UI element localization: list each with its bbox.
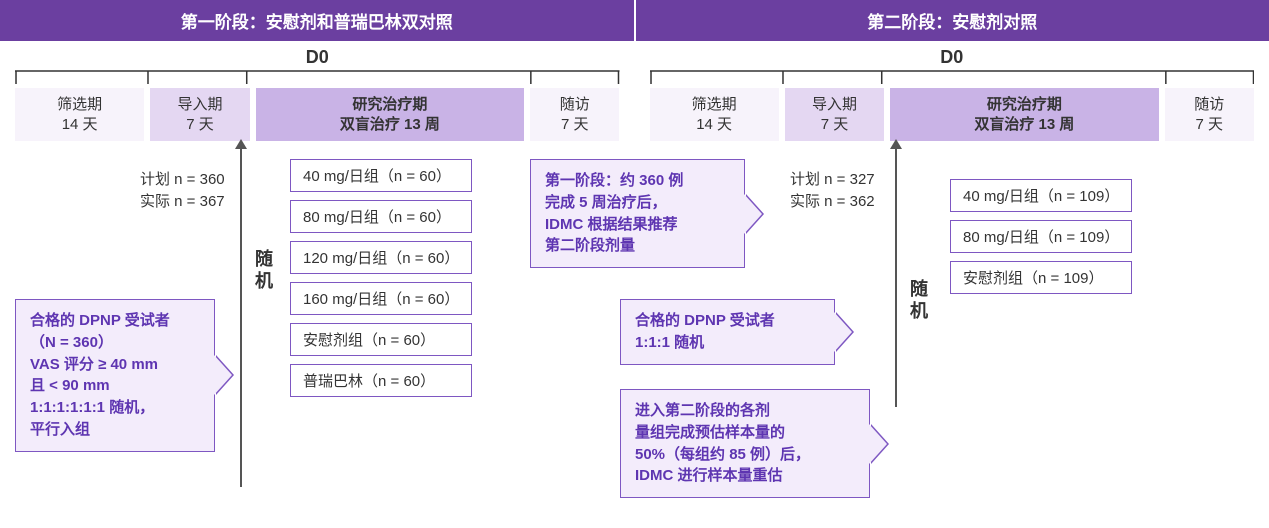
phase-headers: 第一阶段：安慰剂和普瑞巴林双对照 第二阶段：安慰剂对照 <box>0 0 1269 41</box>
phase1-period-3: 随访7 天 <box>530 88 619 141</box>
phase2-d0: D0 <box>650 47 1255 68</box>
phase2-reestimate-callout: 进入第二阶段的各剂量组完成预估样本量的50%（每组约 85 例）后，IDMC 进… <box>620 389 870 498</box>
phase2-ticks <box>650 70 1255 84</box>
phase1-timeline: D0 筛选期14 天导入期7 天研究治疗期双盲治疗 13 周随访7 天 <box>0 43 635 141</box>
phase1-dose-2: 120 mg/日组（n = 60） <box>290 241 472 274</box>
phase1-randomize-label: 随机 <box>250 249 276 293</box>
phase1-periods: 筛选期14 天导入期7 天研究治疗期双盲治疗 13 周随访7 天 <box>15 88 620 141</box>
phase2-dose-0: 40 mg/日组（n = 109） <box>950 179 1132 212</box>
phase1-n-plan: 计划 n = 360 <box>140 169 225 190</box>
phase1-period-2: 研究治疗期双盲治疗 13 周 <box>256 88 524 141</box>
phase2-n-actual: 实际 n = 362 <box>790 191 875 212</box>
phase2-dose-2: 安慰剂组（n = 109） <box>950 261 1132 294</box>
phase2-period-3: 随访7 天 <box>1165 88 1254 141</box>
phase2-n-plan: 计划 n = 327 <box>790 169 875 190</box>
phase2-inclusion-callout: 合格的 DPNP 受试者1:1:1 随机 <box>620 299 835 365</box>
phase1-d0: D0 <box>15 47 620 68</box>
phase1-dose-5: 普瑞巴林（n = 60） <box>290 364 472 397</box>
phase1-dose-3: 160 mg/日组（n = 60） <box>290 282 472 315</box>
phase1-inclusion-callout: 合格的 DPNP 受试者（N = 360）VAS 评分 ≥ 40 mm且 < 9… <box>15 299 215 452</box>
phase2-dose-list: 40 mg/日组（n = 109） 80 mg/日组（n = 109） 安慰剂组（n… <box>950 179 1132 294</box>
phase1-arrow-up <box>240 147 242 487</box>
phase2-idmc-callout: 第一阶段：约 360 例完成 5 周治疗后，IDMC 根据结果推荐第二阶段剂量 <box>530 159 745 268</box>
phase1-header: 第一阶段：安慰剂和普瑞巴林双对照 <box>0 0 636 41</box>
phase2-dose-1: 80 mg/日组（n = 109） <box>950 220 1132 253</box>
phase2-periods: 筛选期14 天导入期7 天研究治疗期双盲治疗 13 周随访7 天 <box>650 88 1255 141</box>
phase2-period-0: 筛选期14 天 <box>650 88 779 141</box>
phase1-period-1: 导入期7 天 <box>150 88 249 141</box>
phase1-dose-0: 40 mg/日组（n = 60） <box>290 159 472 192</box>
phase2-timeline: D0 筛选期14 天导入期7 天研究治疗期双盲治疗 13 周随访7 天 <box>635 43 1269 141</box>
phase1-ticks <box>15 70 620 84</box>
phase2-period-2: 研究治疗期双盲治疗 13 周 <box>890 88 1158 141</box>
phase2-arrow-up <box>895 147 897 407</box>
timelines-row: D0 筛选期14 天导入期7 天研究治疗期双盲治疗 13 周随访7 天 D0 <box>0 43 1269 141</box>
diagram-area: 计划 n = 360 实际 n = 367 随机 40 mg/日组（n = 60… <box>0 159 1269 519</box>
phase1-dose-list: 40 mg/日组（n = 60） 80 mg/日组（n = 60） 120 mg/日… <box>290 159 472 397</box>
phase2-randomize-label: 随机 <box>905 279 931 323</box>
phase1-dose-4: 安慰剂组（n = 60） <box>290 323 472 356</box>
phase1-dose-1: 80 mg/日组（n = 60） <box>290 200 472 233</box>
phase1-period-0: 筛选期14 天 <box>15 88 144 141</box>
phase2-period-1: 导入期7 天 <box>785 88 884 141</box>
phase1-n-actual: 实际 n = 367 <box>140 191 225 212</box>
phase2-header: 第二阶段：安慰剂对照 <box>636 0 1269 41</box>
